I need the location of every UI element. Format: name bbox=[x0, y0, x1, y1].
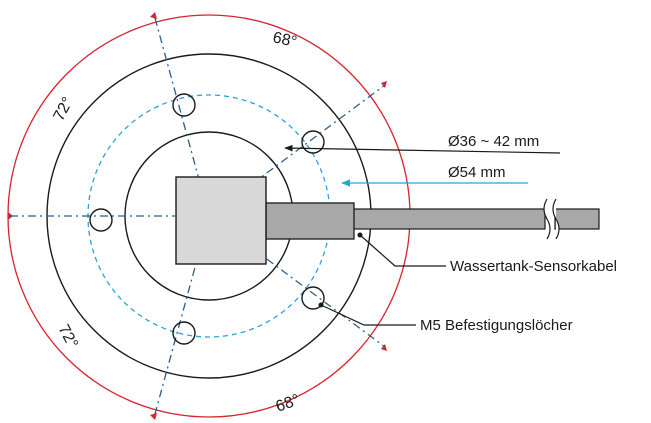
cable-label: Wassertank-Sensorkabel bbox=[450, 258, 617, 275]
cable-leader bbox=[359, 234, 446, 267]
angle-label-lower-left: 72° bbox=[54, 322, 80, 351]
hole-upper-right bbox=[301, 130, 325, 154]
cable-break-mark bbox=[543, 198, 560, 240]
angle-label-upper-left: 72° bbox=[51, 95, 77, 124]
angle-label-bottom: 68° bbox=[274, 392, 303, 416]
arrowhead-bottom bbox=[150, 413, 157, 420]
inner-diameter-label: Ø36 ~ 42 mm bbox=[448, 133, 539, 150]
cable-left-segment bbox=[349, 208, 546, 230]
bolt-circle-label: Ø54 mm bbox=[448, 164, 506, 181]
sensor-body bbox=[175, 176, 267, 265]
angle-label-top: 68° bbox=[271, 29, 298, 51]
hole-bottom bbox=[172, 321, 196, 345]
holes-label: M5 Befestigungslöcher bbox=[420, 317, 573, 334]
hole-lower-right bbox=[301, 286, 325, 310]
cable-right-segment bbox=[554, 208, 600, 230]
arrowhead-upper-right bbox=[381, 81, 387, 88]
hole-left bbox=[89, 208, 113, 232]
mounting-holes bbox=[89, 93, 325, 345]
axis-bottom bbox=[154, 215, 210, 415]
hole-top bbox=[172, 93, 196, 117]
arrowhead-top bbox=[150, 12, 157, 19]
holes-leader bbox=[320, 304, 416, 326]
holes-leader-dot bbox=[318, 302, 324, 308]
arrowhead-lower-right bbox=[381, 344, 387, 351]
inner-diameter-leader bbox=[284, 144, 561, 154]
cable-leader-dot bbox=[357, 232, 363, 238]
axis-top bbox=[154, 17, 210, 217]
cable-sleeve bbox=[265, 202, 355, 240]
